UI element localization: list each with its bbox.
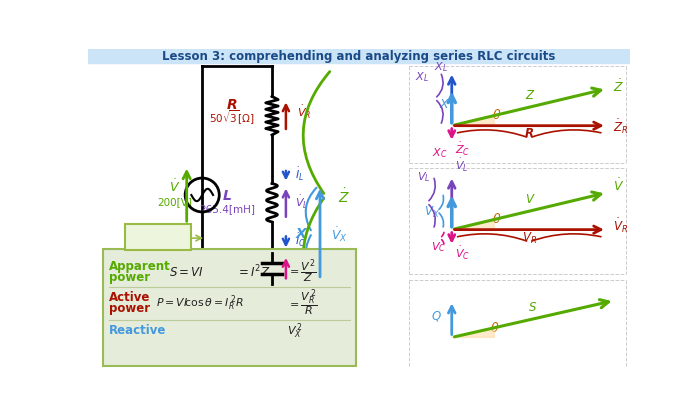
Text: Active: Active xyxy=(109,290,150,304)
Text: $50\sqrt{3}[\Omega]$: $50\sqrt{3}[\Omega]$ xyxy=(209,108,255,126)
Text: $\dot{Z}_C$: $\dot{Z}_C$ xyxy=(455,141,470,158)
Text: $\dot{I}_C$: $\dot{I}_C$ xyxy=(295,232,306,249)
Bar xyxy=(88,50,630,63)
Text: $= I^2 Z$: $= I^2 Z$ xyxy=(237,263,271,280)
Text: Q: Q xyxy=(432,309,441,322)
Text: Z: Z xyxy=(525,89,533,102)
Text: $\dot{V}_X$: $\dot{V}_X$ xyxy=(331,225,348,243)
Text: $\dot{V}_L$: $\dot{V}_L$ xyxy=(295,193,309,210)
Text: X: X xyxy=(440,98,448,111)
Text: $f = 60\,[\mathrm{Hz}]$: $f = 60\,[\mathrm{Hz}]$ xyxy=(127,231,188,246)
Text: $\dot{V}_R$: $\dot{V}_R$ xyxy=(613,216,628,234)
FancyBboxPatch shape xyxy=(103,249,356,366)
Text: $X_L$: $X_L$ xyxy=(414,70,428,84)
Text: power: power xyxy=(109,301,150,314)
Text: $\theta$: $\theta$ xyxy=(491,320,500,334)
Text: $\dot{V}$: $\dot{V}$ xyxy=(613,177,624,193)
Text: Lesson 3: comprehending and analyzing series RLC circuits: Lesson 3: comprehending and analyzing se… xyxy=(162,50,555,63)
Text: $S = VI$: $S = VI$ xyxy=(169,265,204,278)
Text: $\dot{V}_L$: $\dot{V}_L$ xyxy=(455,157,468,174)
Text: $\dot{V}_R$: $\dot{V}_R$ xyxy=(297,104,311,121)
Text: $\dot{V}$: $\dot{V}$ xyxy=(169,178,180,195)
Text: S: S xyxy=(529,300,537,313)
Text: $V_L$: $V_L$ xyxy=(417,169,430,183)
Text: V: V xyxy=(525,192,533,205)
Text: 200[V]: 200[V] xyxy=(157,197,192,206)
Text: $=\dfrac{V_R^{\,2}}{R}$: $=\dfrac{V_R^{\,2}}{R}$ xyxy=(288,287,318,318)
Text: $\theta$: $\theta$ xyxy=(492,211,501,225)
Text: $53[\mu\mathrm{F}]$: $53[\mu\mathrm{F}]$ xyxy=(214,267,249,281)
Text: Apparent: Apparent xyxy=(109,260,171,273)
Text: R: R xyxy=(525,127,533,140)
Text: C: C xyxy=(227,254,237,268)
Polygon shape xyxy=(452,116,494,126)
Text: L: L xyxy=(223,188,232,202)
Polygon shape xyxy=(452,328,494,337)
Text: Reactive: Reactive xyxy=(109,323,167,337)
Text: X: X xyxy=(296,226,307,240)
Text: $\dot{I}_L$: $\dot{I}_L$ xyxy=(295,166,304,183)
FancyBboxPatch shape xyxy=(125,225,191,251)
Text: 265.4[mH]: 265.4[mH] xyxy=(199,204,255,214)
Text: $\dot{V}_C$: $\dot{V}_C$ xyxy=(455,244,470,261)
Text: $\dot{Z}_R$: $\dot{Z}_R$ xyxy=(613,117,629,135)
Text: $V_X$: $V_X$ xyxy=(424,204,440,219)
Text: $X_C$: $X_C$ xyxy=(433,146,448,160)
Text: R: R xyxy=(226,98,237,112)
Text: $\dot{Z}$: $\dot{Z}$ xyxy=(613,78,624,95)
Text: $\dot{Z}$: $\dot{Z}$ xyxy=(338,187,350,206)
Text: $V_C$: $V_C$ xyxy=(430,240,446,254)
Text: $P = VI\!\cos\theta = I_R^{\,2}R$: $P = VI\!\cos\theta = I_R^{\,2}R$ xyxy=(155,292,244,312)
Text: power: power xyxy=(109,271,150,283)
Polygon shape xyxy=(452,220,494,230)
Text: $V_X^{\,2}$: $V_X^{\,2}$ xyxy=(288,320,303,340)
Text: $\theta$: $\theta$ xyxy=(492,108,501,122)
Text: $\dot{V}_C$: $\dot{V}_C$ xyxy=(295,258,310,275)
Text: $X_L$: $X_L$ xyxy=(434,59,448,74)
Text: $=\dfrac{V^2}{Z}$: $=\dfrac{V^2}{Z}$ xyxy=(288,258,316,285)
Text: $V_R$: $V_R$ xyxy=(522,230,537,245)
